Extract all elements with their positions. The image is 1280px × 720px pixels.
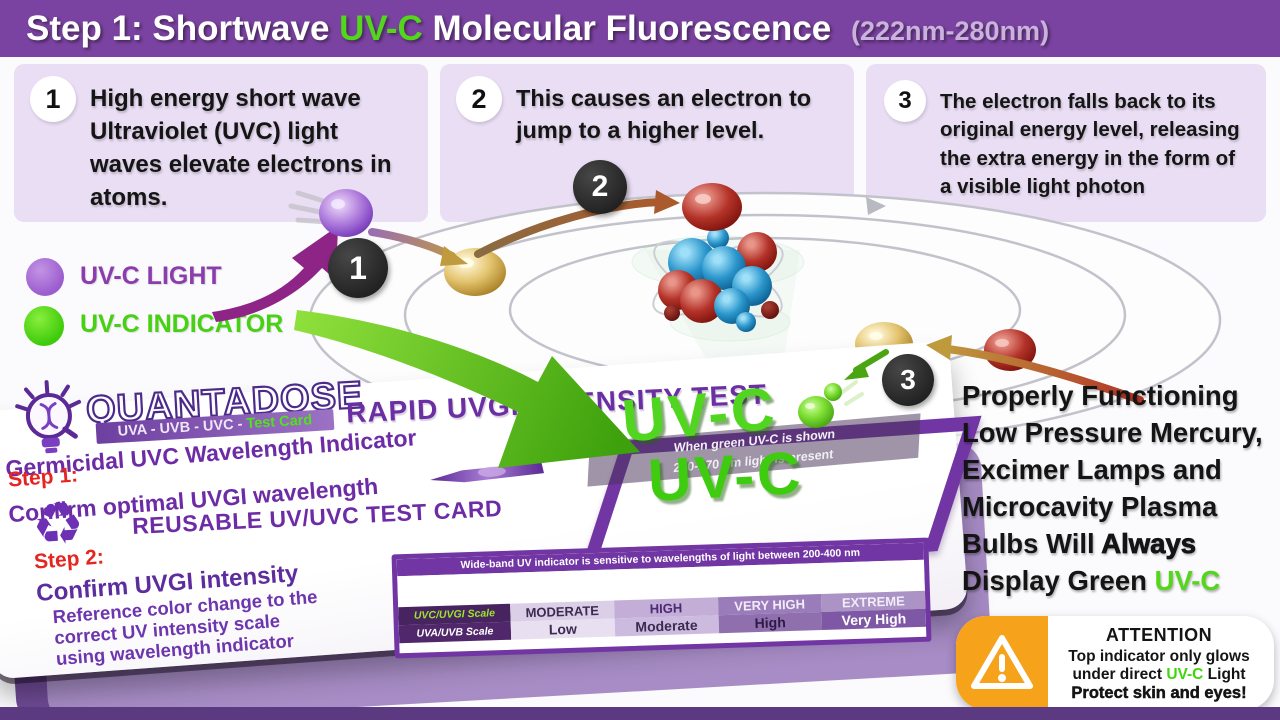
badge-3: 3 — [882, 354, 934, 406]
electron-red-right — [984, 329, 1036, 371]
uvc-indicator-dot-icon — [24, 306, 64, 346]
attention-line3: Protect skin and eyes! — [1071, 684, 1247, 703]
uvc-light-dot-icon — [26, 258, 64, 296]
note-always: Always — [1101, 528, 1197, 560]
step-number-3: 3 — [884, 80, 926, 122]
scale-cell: Very High — [821, 608, 927, 630]
note-line-5: Bulbs Will Always — [962, 528, 1196, 560]
legend-uvc-indicator-label: UV-C INDICATOR — [80, 310, 284, 338]
attention-line1: Top indicator only glows — [1068, 648, 1250, 665]
step-number-2: 2 — [456, 76, 502, 122]
header-title-uvc: UV-C — [339, 9, 423, 48]
attention-orange-panel — [956, 616, 1048, 710]
note-line-2: Low Pressure Mercury, — [962, 417, 1263, 448]
note-line-4: Microcavity Plasma — [962, 491, 1218, 522]
note-line-1: Properly Functioning — [962, 380, 1239, 411]
step-text-3: The electron falls back to its original … — [940, 90, 1240, 198]
wideband-scale-panel: Wide-band UV indicator is sensitive to w… — [391, 537, 932, 659]
uvc-light-arrow-icon — [212, 226, 338, 322]
step-box-3: 3 The electron falls back to its origina… — [866, 64, 1266, 222]
attention-uvc-green: UV-C — [1166, 666, 1204, 683]
scale-row2-label: UVA/UVB Scale — [398, 621, 512, 644]
step-box-2: 2 This causes an electron to jump to a h… — [440, 64, 854, 222]
attention-title: ATTENTION — [1105, 625, 1213, 645]
step-text-2: This causes an electron to jump to a hig… — [516, 85, 812, 144]
legend-uvc-light-label: UV-C LIGHT — [80, 262, 222, 290]
note-line6-pre: Display Green — [962, 565, 1155, 596]
nucleus — [652, 227, 784, 332]
brand-subtitle: UVA - UVB - UVC - — [117, 416, 247, 440]
badge-2: 2 — [573, 160, 627, 214]
attention-line2-pre: under direct — [1072, 666, 1167, 683]
attention-text: ATTENTION Top indicator only glows under… — [1052, 625, 1266, 703]
badge-1: 1 — [328, 238, 388, 298]
header-title-prefix: Step 1: Shortwave — [26, 9, 340, 48]
brand-subtitle-highlight: Test Card — [245, 412, 313, 433]
arrowhead-icon — [440, 246, 468, 266]
header-bar: Step 1: Shortwave UV-C Molecular Fluores… — [0, 0, 1280, 57]
electron-gold-inner — [444, 248, 506, 296]
warning-triangle-icon — [971, 635, 1033, 689]
attention-line2: under direct UV-C Light — [1052, 666, 1266, 684]
footer-bar — [0, 707, 1280, 720]
note-line-6: Display Green UV-C — [962, 565, 1220, 597]
scale-cell: Low — [510, 618, 615, 640]
quantadose-bulb-logo-icon — [15, 380, 82, 454]
scale-cell: Moderate — [614, 615, 719, 637]
note-line-3: Excimer Lamps and — [962, 454, 1222, 485]
step-box-1: 1 High energy short wave Ultraviolet (UV… — [14, 64, 428, 222]
scale-cell: High — [718, 611, 823, 634]
note-line5-pre: Bulbs Will — [962, 528, 1102, 559]
step-number-1: 1 — [30, 76, 76, 122]
uvc-glow-bottom: UV-C — [646, 438, 806, 515]
step-text-1: High energy short wave Ultraviolet (UVC)… — [90, 85, 392, 212]
attention-box: ATTENTION Top indicator only glows under… — [956, 616, 1274, 710]
header-wavelength-range: (222nm-280nm) — [850, 16, 1050, 46]
note-uvc-green: UV-C — [1154, 565, 1221, 596]
header-title-suffix: Molecular Fluorescence — [422, 9, 832, 48]
attention-line2-post: Light — [1203, 666, 1246, 683]
